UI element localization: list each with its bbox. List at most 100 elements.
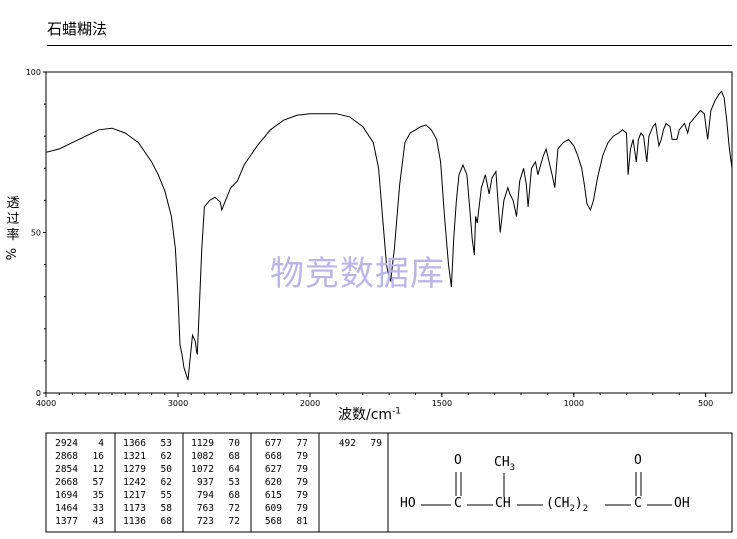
y-axis-label-text: 透过率 (6, 196, 20, 243)
peak-column: 2924 4 2868 16 2854 12 2668 57 1694 35 1464 33 1377 4… (52, 437, 104, 528)
y-axis-label: 透过率 % (5, 196, 20, 262)
peak-row: 794 68 (188, 489, 240, 502)
peak-transmittance: 35 (92, 490, 104, 501)
series-line (45, 90, 733, 381)
peak-row: 1129 70 (188, 437, 240, 450)
peak-transmittance: 50 (160, 464, 172, 475)
peak-wavenumber: 1082 (191, 451, 214, 462)
peak-wavenumber: 627 (264, 464, 282, 475)
peak-transmittance: 12 (92, 464, 104, 475)
peak-table: 2924 4 2868 16 2854 12 2668 57 1694 35 1464 33 1377 4… (46, 433, 386, 531)
peak-row: 2854 12 (52, 463, 104, 476)
peak-row: 937 53 (188, 476, 240, 489)
peak-transmittance: 79 (296, 490, 308, 501)
x-tick-label: 4000 (36, 399, 56, 408)
methyl-subscript: 3 (509, 463, 516, 473)
bond-lines (421, 472, 672, 506)
peak-transmittance: 81 (296, 516, 308, 527)
peak-transmittance: 16 (92, 451, 104, 462)
y-tick-label: 0 (36, 389, 41, 398)
peak-row: 627 79 (256, 463, 308, 476)
hydroxyl-left: HO (400, 496, 416, 511)
methine-group: CH (495, 496, 511, 511)
y-axis-ticks: 100 50 0 (26, 68, 46, 398)
y-axis-unit: % (5, 247, 20, 261)
peak-column: 1129 70 1082 68 1072 64 937 53 794 68 763 72 723 72 (188, 437, 240, 528)
x-tick-label: 1500 (432, 399, 452, 408)
peak-row: 1377 43 (52, 515, 104, 528)
peak-wavenumber: 723 (196, 516, 214, 527)
methylene-close: ) (574, 496, 583, 511)
peak-wavenumber: 2668 (55, 477, 78, 488)
watermark: 物竞数据库 (270, 254, 445, 294)
table-frame (45, 432, 733, 533)
peak-transmittance: 53 (160, 438, 172, 449)
peak-row: 763 72 (188, 502, 240, 515)
peak-wavenumber: 794 (196, 490, 214, 501)
peak-wavenumber: 615 (264, 490, 282, 501)
peak-wavenumber: 609 (264, 503, 282, 514)
peak-wavenumber: 1242 (123, 477, 146, 488)
carbonyl-carbon: C (454, 496, 462, 511)
methylene-text: (CH (546, 496, 570, 511)
atom-oxygen: O (454, 453, 462, 468)
peak-row: 1072 64 (188, 463, 240, 476)
peak-wavenumber: 620 (264, 477, 282, 488)
x-tick-label: 2000 (300, 399, 320, 408)
peak-row: 1136 68 (120, 515, 172, 528)
y-tick-label: 50 (31, 229, 41, 238)
methylene-chain: (CH2)2 (546, 496, 588, 514)
peak-row: 1366 53 (120, 437, 172, 450)
x-tick-label: 3000 (168, 399, 188, 408)
peak-transmittance: 79 (370, 438, 382, 449)
peak-transmittance: 79 (296, 477, 308, 488)
peak-wavenumber: 1694 (55, 490, 78, 501)
peak-wavenumber: 1321 (123, 451, 146, 462)
y-tick-label: 100 (26, 68, 41, 77)
peak-transmittance: 79 (296, 464, 308, 475)
peak-row: 1173 58 (120, 502, 172, 515)
x-tick-label: 500 (698, 399, 713, 408)
peak-wavenumber: 568 (264, 516, 282, 527)
x-axis-label-exponent: -1 (392, 406, 402, 417)
peak-row: 1279 50 (120, 463, 172, 476)
peak-row: 1082 68 (188, 450, 240, 463)
peak-row: 1321 62 (120, 450, 172, 463)
peak-transmittance: 58 (160, 503, 172, 514)
methylene-subscript: 2 (569, 504, 575, 514)
peak-row: 723 72 (188, 515, 240, 528)
peak-column: 677 77 668 79 627 79 620 79 615 79 609 79 568 81 (256, 437, 308, 528)
peak-row: 1242 62 (120, 476, 172, 489)
peak-row: 568 81 (256, 515, 308, 528)
peak-row: 1464 33 (52, 502, 104, 515)
peak-row: 668 79 (256, 450, 308, 463)
peak-wavenumber: 1366 (123, 438, 146, 449)
peak-wavenumber: 1136 (123, 516, 146, 527)
peak-transmittance: 70 (228, 438, 240, 449)
peak-transmittance: 43 (92, 516, 104, 527)
peak-wavenumber: 2868 (55, 451, 78, 462)
peak-transmittance: 77 (296, 438, 308, 449)
x-axis-ticks: 4000 3000 2000 1500 1000 500 (36, 393, 713, 408)
peak-row: 609 79 (256, 502, 308, 515)
peak-transmittance: 79 (296, 451, 308, 462)
peak-transmittance: 68 (160, 516, 172, 527)
peak-row: 2924 4 (52, 437, 104, 450)
peak-transmittance: 4 (98, 438, 104, 449)
peak-wavenumber: 1464 (55, 503, 78, 514)
peak-wavenumber: 1129 (191, 438, 214, 449)
peak-wavenumber: 763 (196, 503, 214, 514)
peak-wavenumber: 1377 (55, 516, 78, 527)
peak-wavenumber: 668 (264, 451, 282, 462)
peak-transmittance: 72 (228, 503, 240, 514)
peak-transmittance: 55 (160, 490, 172, 501)
page-title: 石蜡糊法 (47, 20, 108, 38)
methyl-group: CH3 (494, 455, 516, 473)
peak-transmittance: 64 (228, 464, 240, 475)
peak-row: 677 77 (256, 437, 308, 450)
peak-wavenumber: 937 (196, 477, 214, 488)
peak-column: 492 79 (330, 437, 382, 450)
chemical-structure: O O CH3 HO C CH (CH2)2 C OH (390, 433, 732, 531)
peak-row: 1694 35 (52, 489, 104, 502)
